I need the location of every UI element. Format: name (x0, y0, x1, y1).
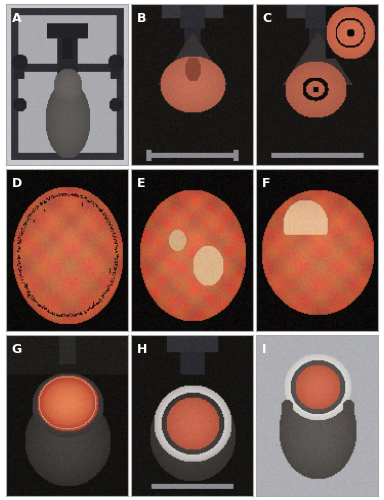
Text: E: E (137, 178, 146, 190)
Text: F: F (262, 178, 271, 190)
Text: I: I (262, 343, 267, 356)
Text: B: B (137, 12, 147, 25)
Text: D: D (12, 178, 22, 190)
Text: H: H (137, 343, 147, 356)
Text: A: A (12, 12, 22, 25)
Text: C: C (262, 12, 271, 25)
Text: G: G (12, 343, 22, 356)
